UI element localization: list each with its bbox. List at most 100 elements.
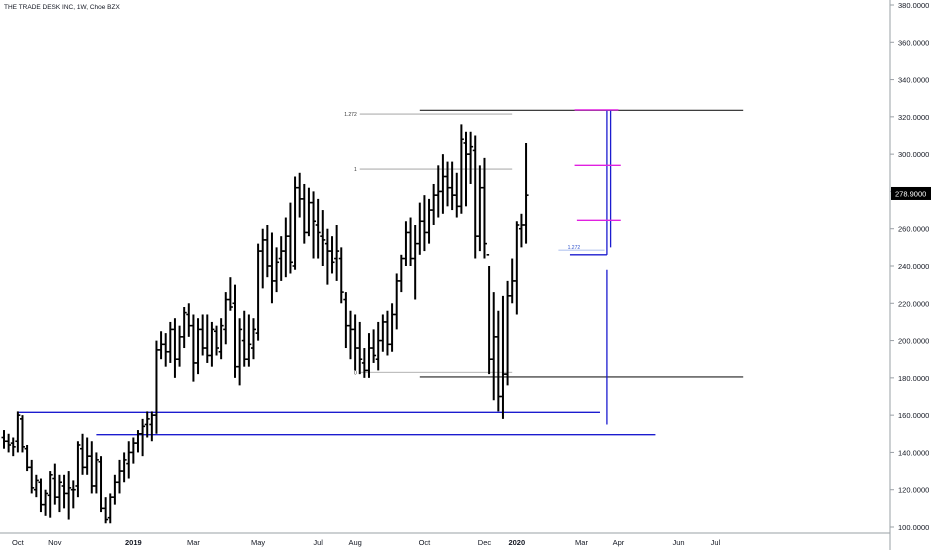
y-tick-label: 180.0000 <box>898 374 929 383</box>
ohlc-bar <box>93 452 99 494</box>
ohlc-bar <box>458 124 464 214</box>
ohlc-bar <box>38 478 44 513</box>
ohlc-bar <box>181 307 187 349</box>
price-axis: 100.0000 120.0000 140.0000 160.0000 180.0000… <box>889 0 931 550</box>
ohlc-bar <box>6 433 12 453</box>
ohlc-bar <box>149 411 155 442</box>
ohlc-bar <box>246 314 252 367</box>
x-tick-label: Dec <box>478 538 492 547</box>
y-tick-label: 140.0000 <box>898 448 929 457</box>
ohlc-bar <box>186 303 192 337</box>
ohlc-bar <box>103 497 109 524</box>
ohlc-bar <box>89 441 95 494</box>
ohlc-bar <box>52 463 58 505</box>
y-tick-label: 200.0000 <box>898 337 929 346</box>
ohlc-bar <box>417 202 423 255</box>
ohlc-bar <box>121 452 127 483</box>
ohlc-bar <box>366 333 372 378</box>
chart-title: THE TRADE DESK INC, 1W, Choe BZX <box>4 4 120 11</box>
ohlc-bar <box>403 221 409 266</box>
last-price-label: 278.9000 <box>895 189 926 198</box>
ohlc-bar <box>214 325 220 356</box>
y-tick-label: 220.0000 <box>898 299 929 308</box>
ohlc-bar <box>130 437 136 464</box>
ohlc-bar <box>24 444 30 472</box>
time-axis: Oct Nov 2019 Mar May Jul Aug Oct Dec 2020 Mar Apr Ju… <box>0 532 890 547</box>
x-tick-label: Jun <box>672 538 684 547</box>
ohlc-bar <box>352 314 358 371</box>
ohlc-bar <box>84 437 90 475</box>
y-tick-label: 240.0000 <box>898 262 929 271</box>
ohlc-bar <box>140 418 146 457</box>
y-tick-label: 120.0000 <box>898 486 929 495</box>
ohlc-bar <box>61 474 67 509</box>
ohlc-bar <box>98 456 104 513</box>
ohlc-bar <box>153 340 159 434</box>
ohlc-bar <box>80 433 86 475</box>
ohlc-bar <box>421 195 427 252</box>
ohlc-bar <box>361 348 367 378</box>
ohlc-bar <box>241 310 247 367</box>
ohlc-bar <box>394 273 400 330</box>
ohlc-bar <box>1 430 7 449</box>
ohlc-bar <box>495 310 501 412</box>
ohlc-bar <box>117 459 122 494</box>
ohlc-bar <box>264 224 270 278</box>
ohlc-bar <box>491 292 497 401</box>
ohlc-bar <box>144 411 150 438</box>
ohlc-bar <box>509 258 515 304</box>
ohlc-bar <box>431 183 437 225</box>
ohlc-bar <box>338 247 344 304</box>
ohlc-bar <box>218 318 224 360</box>
fib-level-label: 1 <box>354 167 357 173</box>
ohlc-bar <box>477 165 483 252</box>
x-tick-label: Apr <box>613 538 625 547</box>
x-tick-label: Oct <box>12 538 25 547</box>
ohlc-bar <box>408 217 414 266</box>
ohlc-bar <box>371 329 377 363</box>
ohlc-bar <box>505 280 511 386</box>
ohlc-bar <box>56 474 62 513</box>
ohlc-bar <box>384 310 390 356</box>
ohlc-bar <box>518 213 524 248</box>
ohlc-bar <box>29 459 35 494</box>
y-tick-label: 160.0000 <box>898 411 929 420</box>
ohlc-bar <box>75 441 81 498</box>
x-tick-label: Aug <box>348 538 361 547</box>
x-tick-label: May <box>251 538 265 547</box>
y-tick-label: 300.0000 <box>898 150 929 159</box>
ohlc-bar <box>348 310 353 360</box>
x-tick-label: Jul <box>711 538 721 547</box>
fib-small-label: 1.272 <box>568 245 581 251</box>
ohlc-bar <box>112 474 118 505</box>
last-price-tag: 278.9000 <box>891 186 931 200</box>
ohlc-bar <box>315 198 321 259</box>
ohlc-bar <box>107 493 113 524</box>
ohlc-bar <box>398 254 404 293</box>
ohlc-bar <box>283 217 289 278</box>
x-tick-label: Oct <box>419 538 432 547</box>
ohlc-bar <box>301 183 307 244</box>
ohlc-bar <box>250 318 256 360</box>
ohlc-bar <box>172 318 178 378</box>
fib-level-label: 0 <box>354 370 357 376</box>
ohlc-bar <box>195 318 201 375</box>
ohlc-bar <box>190 314 196 382</box>
ohlc-bar <box>481 157 487 259</box>
ohlc-bars <box>1 124 529 524</box>
ohlc-bar <box>135 430 141 453</box>
ohlc-bar <box>343 292 349 349</box>
ohlc-bar <box>412 224 418 300</box>
ohlc-bar <box>380 314 386 352</box>
ohlc-bar <box>324 228 330 285</box>
ohlc-bar <box>223 292 229 345</box>
ohlc-bar <box>463 131 469 207</box>
ohlc-bar <box>177 325 183 367</box>
ohlc-bar <box>445 161 451 207</box>
ohlc-bar <box>232 284 238 378</box>
ohlc-bar <box>19 415 25 453</box>
ohlc-bar <box>334 224 340 281</box>
ohlc-bar <box>15 411 21 453</box>
y-tick-label: 360.0000 <box>898 38 929 47</box>
